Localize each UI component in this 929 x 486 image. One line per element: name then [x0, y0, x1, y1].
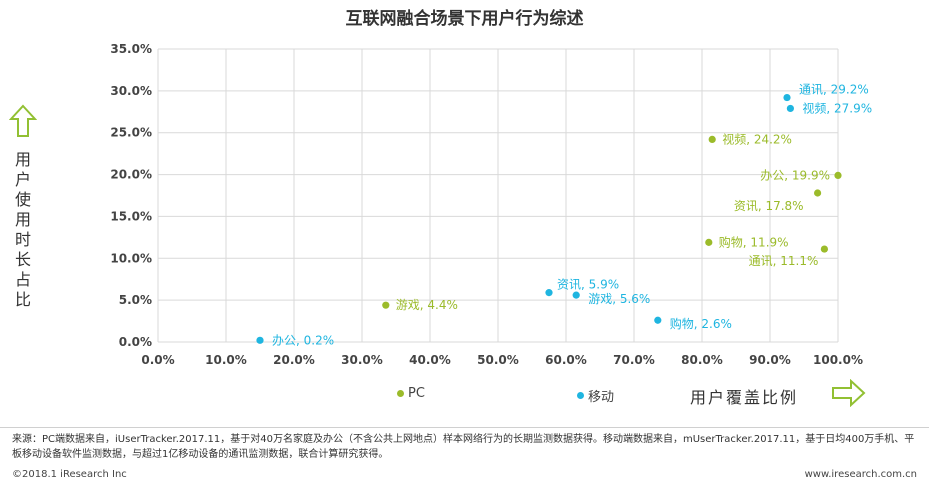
y-tick-label: 15.0% [110, 209, 152, 223]
data-point-mobile [654, 316, 662, 324]
data-label-mobile: 游戏, 5.6% [588, 292, 650, 306]
legend-dot-pc [397, 390, 404, 397]
data-point-pc [820, 245, 829, 253]
data-point-pc [705, 238, 713, 246]
data-label-mobile: 资讯, 5.9% [557, 278, 619, 292]
data-point-mobile [786, 104, 795, 113]
data-point-mobile [572, 291, 580, 299]
legend-label-pc: PC [408, 386, 425, 401]
data-label-pc: 视频, 24.2% [722, 131, 792, 146]
footer-divider [0, 427, 929, 428]
y-tick-label: 35.0% [110, 42, 152, 56]
arrow-up-icon [9, 104, 37, 137]
x-tick-label: 50.0% [477, 353, 519, 367]
data-label-pc: 游戏, 4.4% [396, 298, 458, 312]
legend-item-pc: PC [397, 386, 425, 401]
x-tick-label: 80.0% [681, 353, 723, 367]
legend-label-mobile: 移动 [588, 390, 615, 405]
website-link[interactable]: www.iresearch.com.cn [804, 469, 917, 480]
legend-item-mobile: 移动 [577, 386, 614, 405]
legend-dot-mobile [577, 392, 584, 399]
data-label-mobile: 办公, 0.2% [272, 332, 334, 347]
data-point-pc [834, 171, 842, 180]
x-tick-label: 0.0% [141, 353, 174, 367]
data-point-mobile [256, 336, 264, 344]
x-tick-label: 100.0% [813, 353, 863, 367]
data-point-mobile [783, 93, 791, 102]
x-axis-label: 用户覆盖比例 [690, 388, 799, 407]
data-point-mobile [545, 289, 553, 297]
data-label-mobile: 视频, 27.9% [802, 100, 872, 115]
y-tick-label: 0.0% [119, 335, 152, 349]
data-label-mobile: 购物, 2.6% [670, 316, 732, 331]
chart-title: 互联网融合场景下用户行为综述 [345, 9, 584, 29]
y-tick-label: 20.0% [110, 168, 152, 182]
copyright-text: ©2018.1 iResearch Inc [12, 469, 127, 480]
arrow-right-icon [832, 379, 866, 407]
x-tick-label: 30.0% [341, 353, 383, 367]
data-point-pc [382, 301, 390, 309]
x-tick-label: 60.0% [545, 353, 587, 367]
data-label-pc: 办公, 19.9% [760, 167, 830, 182]
x-tick-label: 10.0% [205, 353, 247, 367]
x-tick-label: 40.0% [409, 353, 451, 367]
x-tick-label: 70.0% [613, 353, 655, 367]
data-label-pc: 通讯, 11.1% [749, 254, 819, 268]
y-tick-label: 10.0% [110, 251, 152, 265]
y-tick-label: 30.0% [110, 84, 152, 98]
x-tick-label: 20.0% [273, 353, 315, 367]
y-tick-label: 25.0% [110, 126, 152, 140]
data-label-pc: 购物, 11.9% [719, 234, 789, 249]
x-tick-label: 90.0% [749, 353, 791, 367]
data-point-pc [708, 135, 716, 144]
source-note: 来源：PC端数据来自，iUserTracker.2017.11，基于对40万名家… [12, 434, 915, 460]
y-axis-label: 用户使用时长占比 [14, 150, 31, 309]
data-label-pc: 资讯, 17.8% [734, 199, 804, 213]
data-label-mobile: 通讯, 29.2% [799, 83, 869, 97]
data-point-pc [814, 189, 822, 197]
y-tick-label: 5.0% [119, 293, 152, 307]
